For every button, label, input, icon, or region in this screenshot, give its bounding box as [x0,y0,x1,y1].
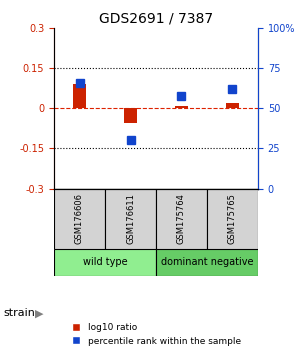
FancyBboxPatch shape [54,189,105,249]
FancyBboxPatch shape [156,189,207,249]
Text: GSM175765: GSM175765 [228,193,237,244]
Bar [175,106,188,108]
Text: GSM176611: GSM176611 [126,193,135,244]
Text: GSM176606: GSM176606 [75,193,84,244]
Text: strain: strain [3,308,35,318]
Text: ▶: ▶ [34,308,43,318]
Bar [226,103,239,108]
Bar [73,84,86,108]
FancyBboxPatch shape [207,189,258,249]
Title: GDS2691 / 7387: GDS2691 / 7387 [99,12,213,26]
Text: wild type: wild type [83,257,127,267]
Text: dominant negative: dominant negative [161,257,253,267]
FancyBboxPatch shape [54,249,156,276]
Bar [124,108,137,123]
Text: GSM175764: GSM175764 [177,193,186,244]
Legend: log10 ratio, percentile rank within the sample: log10 ratio, percentile rank within the … [68,320,244,349]
FancyBboxPatch shape [105,189,156,249]
FancyBboxPatch shape [156,249,258,276]
